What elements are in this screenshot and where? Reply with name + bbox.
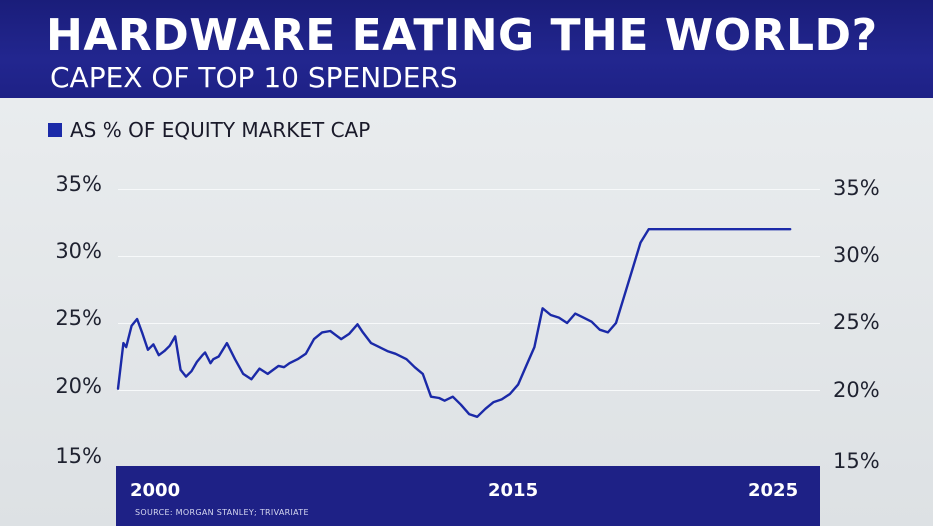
series-line bbox=[116, 227, 792, 418]
y-tick-left-30: 30% bbox=[55, 239, 102, 263]
source-note: SOURCE: MORGAN STANLEY; TRIVARIATE bbox=[135, 508, 309, 517]
legend: AS % OF EQUITY MARKET CAP bbox=[48, 118, 370, 142]
y-tick-left-15: 15% bbox=[55, 444, 102, 468]
y-tick-right-20: 20% bbox=[833, 378, 880, 402]
x-tick-2000: 2000 bbox=[130, 480, 181, 501]
x-axis-bar bbox=[116, 466, 820, 526]
gridline-20 bbox=[118, 390, 820, 391]
gridline-25 bbox=[118, 323, 820, 324]
y-tick-left-20: 20% bbox=[55, 374, 102, 398]
y-tick-right-30: 30% bbox=[833, 243, 880, 267]
legend-label: AS % OF EQUITY MARKET CAP bbox=[70, 118, 371, 142]
gridline-30 bbox=[118, 256, 820, 257]
gridline-35 bbox=[118, 189, 820, 190]
y-tick-right-35: 35% bbox=[833, 176, 880, 200]
y-tick-left-25: 25% bbox=[55, 306, 102, 330]
header-banner bbox=[0, 0, 933, 98]
y-tick-right-15: 15% bbox=[833, 449, 880, 473]
chart-title: HARDWARE EATING THE WORLD? bbox=[46, 10, 878, 61]
chart-subtitle: CAPEX OF TOP 10 SPENDERS bbox=[50, 61, 458, 94]
x-tick-2015: 2015 bbox=[488, 480, 539, 501]
x-tick-2025: 2025 bbox=[748, 480, 799, 501]
chart-area bbox=[0, 98, 933, 526]
legend-swatch bbox=[48, 123, 62, 137]
y-tick-right-25: 25% bbox=[833, 310, 880, 334]
y-tick-left-35: 35% bbox=[55, 172, 102, 196]
